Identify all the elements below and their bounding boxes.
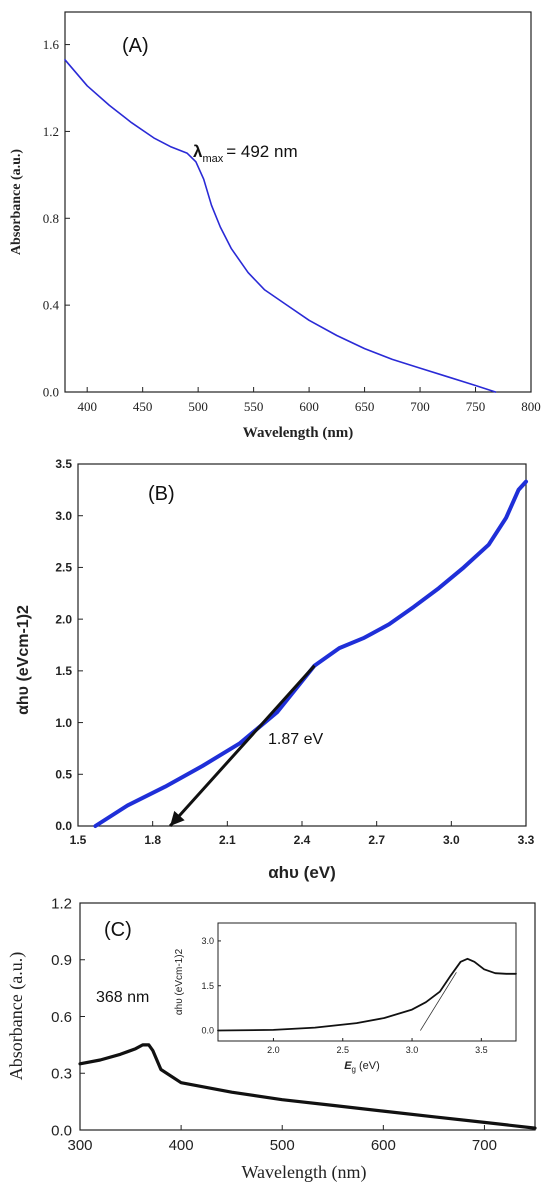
panel-c-inset-x-tick-label-0: 2.0 [267,1045,280,1055]
panel-c-inset-series-0-line [217,957,517,1032]
panel-b-x-tick-label-6: 3.3 [518,833,535,847]
panel-a-x-tick-label-1: 450 [133,399,153,414]
panel-a-y-tick-label-4: 1.6 [43,37,60,52]
panel-b-y-tick-label-0: 0.0 [55,819,72,833]
panel-c-inset-xlabel-main: E [344,1060,352,1072]
panel-c-inset-lines [217,957,517,1032]
panel-c-inset-tangent-line [420,972,457,1031]
panel-c-ticks: 300 400 500 600 700 0.0 0.3 0.6 0.9 1.2 [51,895,497,1154]
panel-a: 400 450 500 550 600 650 700 750 800 0.0 0.4 0.8 1.2 1… [9,11,541,441]
panel-c-inset-x-tick-label-2: 3.0 [406,1045,419,1055]
panel-c-label: (C) [104,919,132,941]
panel-a-x-tick-label-5: 650 [355,399,375,414]
panel-c-y-tick-label-3: 0.9 [51,952,72,969]
panel-a-annotation-symbol: λ [193,142,203,161]
panel-c-inset: 2.0 2.5 3.0 3.5 0.0 1.5 3.0 Eg (eV) αhυ (eVcm-1… [174,922,517,1074]
panel-a-x-tick-label-0: 400 [77,399,97,414]
panel-a-x-tick-label-8: 800 [521,399,541,414]
panel-a-x-tick-label-6: 700 [410,399,430,414]
panel-c-x-tick-label-0: 300 [67,1137,92,1154]
panel-b-x-tick-label-4: 2.7 [368,833,385,847]
panel-a-x-tick-label-7: 750 [466,399,486,414]
panel-c-y-tick-label-1: 0.3 [51,1066,72,1083]
panel-a-plot-frame [64,11,532,393]
panel-a-x-tick-label-2: 500 [188,399,208,414]
panel-a-annotation-text: = 492 nm [226,142,297,161]
panel-c-xlabel: Wavelength (nm) [241,1162,366,1183]
panel-a-annotation: λmax = 492 nm [193,142,298,165]
panel-c-x-tick-label-1: 400 [169,1137,194,1154]
panel-b-x-tick-label-5: 3.0 [443,833,460,847]
panel-c-inset-xlabel-unit: (eV) [359,1060,380,1072]
panel-c-inset-ticks: 2.0 2.5 3.0 3.5 0.0 1.5 3.0 [201,936,487,1055]
panel-a-x-tick-label-3: 550 [244,399,264,414]
panel-b-lines [93,479,528,828]
panel-b-y-tick-label-7: 3.5 [55,457,72,471]
panel-c-x-tick-label-2: 500 [270,1137,295,1154]
panel-b-ylabel: αhυ (eVcm-1)2 [15,605,32,715]
panel-c-inset-y-tick-label-0: 0.0 [201,1026,214,1036]
panel-b-series-0-line [93,479,528,828]
panel-c-x-tick-label-3: 600 [371,1137,396,1154]
panel-b-y-tick-label-3: 1.5 [55,664,72,678]
panel-c-y-tick-label-4: 1.2 [51,895,72,912]
panel-c-ylabel: Absorbance (a.u.) [6,952,27,1080]
panel-b-annotation: 1.87 eV [268,731,323,748]
panel-b-x-tick-label-1: 1.8 [144,833,161,847]
panel-a-y-tick-label-3: 1.2 [43,124,59,139]
panel-b-label: (B) [148,483,175,505]
panel-a-series-0-line [64,58,497,393]
panel-c: 300 400 500 600 700 0.0 0.3 0.6 0.9 1.2 (C) 368 n… [6,895,537,1183]
panel-b-arrow-head [170,810,185,826]
panel-c-annotation: 368 nm [96,989,149,1006]
panel-b-y-tick-label-5: 2.5 [55,561,72,575]
panel-c-inset-xlabel-sub: g [352,1065,356,1074]
panel-b-x-tick-label-3: 2.4 [294,833,311,847]
panel-b-x-tick-label-2: 2.1 [219,833,236,847]
panel-b-arrow-shaft [168,664,316,828]
panel-a-y-tick-label-0: 0.0 [43,385,59,400]
panel-b-arrow [168,664,316,828]
panel-c-inset-frame [217,922,517,1042]
panel-a-annotation-sub: max [202,153,223,165]
panel-b-plot-frame [77,463,527,827]
panel-b-y-tick-label-2: 1.0 [55,716,72,730]
panel-b: 1.5 1.8 2.1 2.4 2.7 3.0 3.3 0.0 0.5 1.0 1.5 2.0 2.5 3… [15,457,535,882]
panel-a-y-tick-label-1: 0.4 [43,298,60,313]
panel-c-series-0-line [78,1043,537,1130]
panel-a-ylabel: Absorbance (a.u.) [9,149,24,256]
panel-b-x-tick-label-0: 1.5 [70,833,87,847]
panel-c-x-tick-label-4: 700 [472,1137,497,1154]
panel-c-inset-ylabel: αhυ (eVcm-1)2 [174,948,185,1015]
panel-c-inset-y-tick-label-1: 1.5 [201,981,214,991]
panel-a-label: (A) [122,35,149,57]
panel-b-ticks: 1.5 1.8 2.1 2.4 2.7 3.0 3.3 0.0 0.5 1.0 1.5 2.0 2.5 3… [55,457,534,847]
panel-c-inset-x-tick-label-3: 3.5 [475,1045,488,1055]
panel-a-x-tick-label-4: 600 [299,399,319,414]
panel-c-inset-y-tick-label-2: 3.0 [201,936,214,946]
panel-a-lines [64,58,497,393]
panel-c-inset-xlabel: Eg (eV) [344,1060,380,1074]
panel-a-ticks: 400 450 500 550 600 650 700 750 800 0.0 0.4 0.8 1.2 1… [43,37,541,414]
panel-c-y-tick-label-0: 0.0 [51,1122,72,1139]
panel-b-xlabel: αhυ (eV) [268,863,336,882]
panel-b-y-tick-label-1: 0.5 [55,767,72,781]
panel-c-y-tick-label-2: 0.6 [51,1009,72,1026]
panel-b-y-tick-label-6: 3.0 [55,509,72,523]
panel-a-y-tick-label-2: 0.8 [43,211,59,226]
panel-a-xlabel: Wavelength (nm) [243,425,353,441]
panel-b-y-tick-label-4: 2.0 [55,612,72,626]
panel-c-lines [78,1043,537,1130]
panel-c-inset-x-tick-label-1: 2.5 [336,1045,349,1055]
